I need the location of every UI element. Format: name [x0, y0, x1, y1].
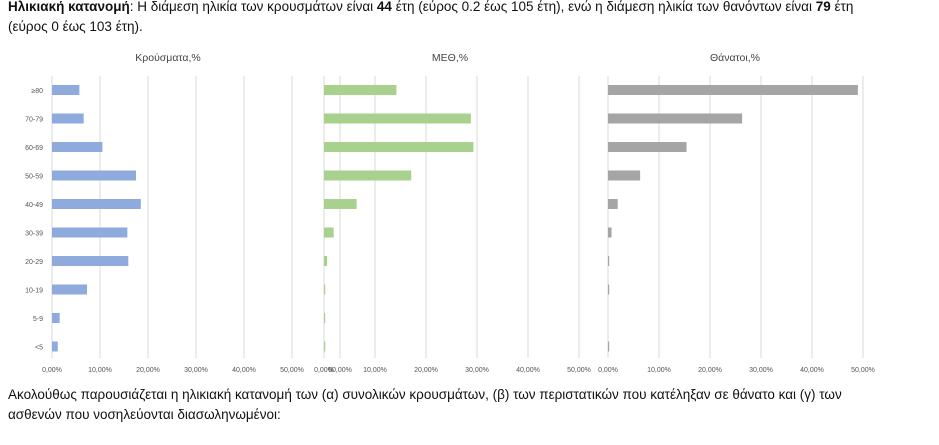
- bar-20-29: [52, 256, 129, 266]
- bar-≥80: [608, 85, 858, 95]
- bar-70-79: [52, 113, 84, 124]
- bar-50-59: [52, 170, 136, 181]
- bar-60-69: [52, 142, 103, 152]
- category-label: 20-29: [25, 259, 43, 266]
- bar-10-19: [608, 284, 610, 295]
- bar-10-19: [324, 284, 326, 295]
- x-tick-label: 40,00%: [800, 367, 824, 374]
- category-label: 70-79: [25, 117, 43, 124]
- x-tick-label: 30,00%: [184, 367, 208, 374]
- bar-<5: [608, 341, 610, 352]
- chart-title: Θάνατοι,%: [710, 52, 760, 64]
- category-label: 30-39: [25, 231, 43, 238]
- bar-40-49: [52, 199, 141, 209]
- intro-text: έτη: [830, 0, 854, 14]
- bar-30-39: [608, 227, 612, 238]
- bar-70-79: [324, 113, 471, 124]
- outro-line1: Ακολούθως παρουσιάζεται η ηλικιακή καταν…: [8, 387, 842, 402]
- chart-1: ΜΕΘ,% 0,00% 10,00% 20,00% 30,00% 40,00% 50,00%: [314, 52, 591, 374]
- intro-text: : Η διάμεση ηλικία των κρουσμάτων είναι: [129, 0, 377, 14]
- median-deaths: 79: [815, 0, 831, 14]
- category-label: 5-9: [33, 316, 43, 323]
- bar-<5: [324, 341, 326, 352]
- category-label: <5: [35, 345, 43, 352]
- x-tick-label: 50,00%: [280, 367, 304, 374]
- x-tick-label: 30,00%: [749, 367, 773, 374]
- x-tick-label: 60,00%: [328, 367, 352, 374]
- category-label: 50-59: [25, 174, 43, 181]
- bar-≥80: [324, 85, 397, 95]
- x-tick-label: 20,00%: [136, 367, 160, 374]
- bar-5-9: [52, 313, 60, 323]
- intro-text: έτη (εύρος 0.2 έως 105 έτη), ενώ η διάμε…: [391, 0, 816, 14]
- bar-30-39: [324, 227, 334, 238]
- category-label: 60-69: [25, 145, 43, 152]
- x-tick-label: 10,00%: [88, 367, 112, 374]
- x-tick-label: 20,00%: [414, 367, 438, 374]
- x-tick-label: 30,00%: [465, 367, 489, 374]
- x-tick-label: 0,00%: [42, 367, 62, 374]
- chart-title: ΜΕΘ,%: [432, 52, 468, 64]
- x-tick-label: 0,00%: [598, 367, 618, 374]
- bar-30-39: [52, 227, 128, 238]
- intro-bold-label: Ηλικιακή κατανομή: [8, 0, 130, 14]
- bar-20-29: [608, 256, 610, 266]
- intro-paragraph: Ηλικιακή κατανομή: Η διάμεση ηλικία των …: [8, 0, 853, 37]
- bar-≥80: [52, 85, 80, 95]
- x-tick-label: 50,00%: [567, 367, 591, 374]
- x-tick-label: 20,00%: [698, 367, 722, 374]
- bar-<5: [52, 341, 58, 352]
- category-label: ≥80: [31, 88, 43, 95]
- x-tick-label: 50,00%: [851, 367, 875, 374]
- x-tick-label: 40,00%: [516, 367, 540, 374]
- x-tick-label: 0,00%: [314, 367, 334, 374]
- bar-40-49: [324, 199, 357, 209]
- chart-title: Κρούσματα,%: [135, 52, 200, 64]
- bar-5-9: [324, 313, 326, 323]
- chart-0: Κρούσματα,% 0,00% 10,00% 20,00% 30,00% 40,00%…: [25, 52, 352, 374]
- x-tick-label: 10,00%: [647, 367, 671, 374]
- x-tick-label: 10,00%: [363, 367, 387, 374]
- bar-50-59: [324, 170, 412, 181]
- bar-10-19: [52, 284, 88, 295]
- bar-60-69: [608, 142, 687, 152]
- outro-line2: ασθενών που νοσηλεύονται διασωληνωμένοι:: [8, 407, 281, 422]
- category-label: 40-49: [25, 202, 43, 209]
- bar-70-79: [608, 113, 743, 124]
- median-cases: 44: [376, 0, 392, 14]
- intro-line2: (εύρος 0 έως 103 έτη).: [8, 19, 143, 34]
- category-label: 10-19: [25, 288, 43, 295]
- outro-paragraph: Ακολούθως παρουσιάζεται η ηλικιακή καταν…: [8, 385, 842, 425]
- bar-50-59: [608, 170, 641, 181]
- x-tick-label: 40,00%: [232, 367, 256, 374]
- bar-40-49: [608, 199, 618, 209]
- bar-20-29: [324, 256, 328, 266]
- chart-2: Θάνατοι,% 0,00% 10,00% 20,00% 30,00% 40,00% 50…: [598, 52, 875, 374]
- bar-60-69: [324, 142, 474, 152]
